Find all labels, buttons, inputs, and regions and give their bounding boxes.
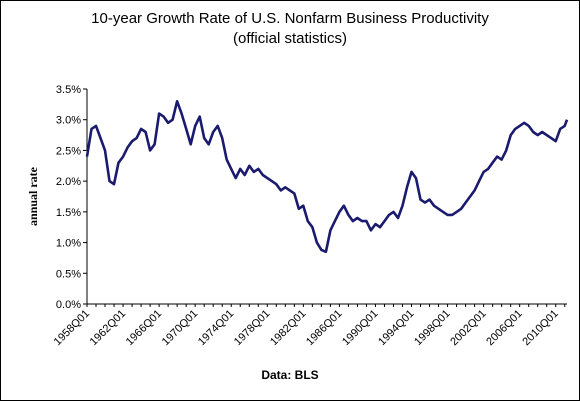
chart-title: 10-year Growth Rate of U.S. Nonfarm Busi…	[91, 10, 489, 27]
x-tick-label: 2010Q01	[520, 308, 560, 348]
x-tick-label: 1998Q01	[412, 308, 452, 348]
chart-subtitle: (official statistics)	[233, 30, 347, 47]
series-line-productivity	[85, 100, 569, 254]
x-tick-label: 1986Q01	[304, 308, 344, 348]
x-tick-label: 1994Q01	[376, 308, 416, 348]
y-tick-label: 3.5%	[56, 84, 81, 96]
x-tick-label: 1958Q01	[52, 308, 92, 348]
data-source-note: Data: BLS	[261, 368, 319, 382]
y-tick-label: 3.0%	[56, 115, 81, 127]
y-tick-label: 0.0%	[56, 299, 81, 311]
y-axis-ticks: 0.0% 0.5% 1.0% 1.5% 2.0% 2.5% 3.0% 3.5%	[56, 84, 87, 311]
x-tick-label: 1982Q01	[268, 308, 308, 348]
x-tick-label: 2006Q01	[484, 308, 524, 348]
x-tick-label: 1974Q01	[196, 308, 236, 348]
chart-title-block: 10-year Growth Rate of U.S. Nonfarm Busi…	[1, 9, 579, 49]
y-tick-label: 1.5%	[56, 207, 81, 219]
x-tick-label: 1990Q01	[340, 308, 380, 348]
x-tick-label: 2002Q01	[448, 308, 488, 348]
y-tick-label: 2.0%	[56, 176, 81, 188]
y-tick-label: 1.0%	[56, 238, 81, 250]
x-axis-ticks: 1958Q011962Q011966Q011970Q011974Q011978Q…	[52, 304, 566, 348]
y-tick-label: 0.5%	[56, 268, 81, 280]
y-tick-label: 2.5%	[56, 145, 81, 157]
x-tick-label: 1966Q01	[124, 308, 164, 348]
x-tick-label: 1962Q01	[88, 308, 128, 348]
y-axis-title: annual rate	[26, 166, 40, 226]
x-tick-label: 1978Q01	[232, 308, 272, 348]
x-tick-label: 1970Q01	[160, 308, 200, 348]
